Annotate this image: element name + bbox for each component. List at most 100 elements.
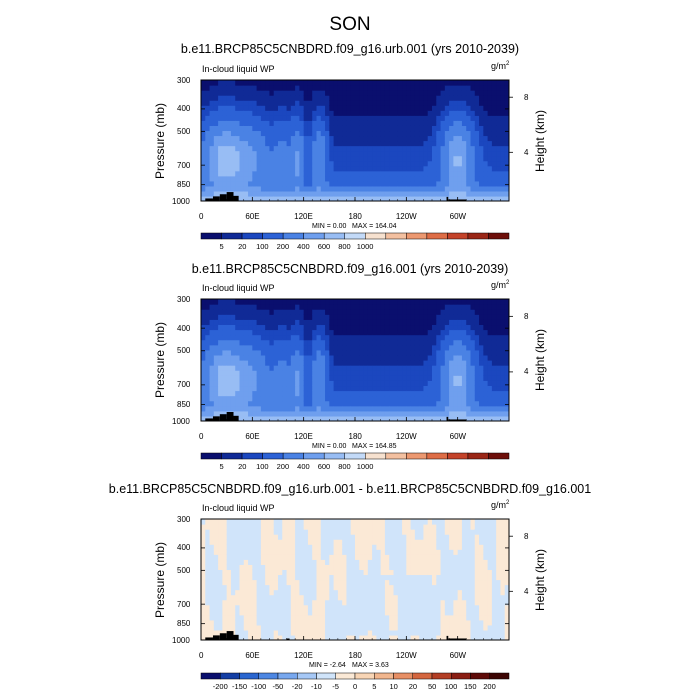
- field-cell: [226, 299, 232, 305]
- field-cell: [419, 385, 425, 392]
- field-cell: [205, 85, 211, 91]
- field-cell: [290, 95, 296, 101]
- field-cell: [359, 410, 365, 417]
- field-cell: [260, 400, 266, 407]
- field-cell: [218, 619, 223, 626]
- field-cell: [380, 185, 386, 192]
- field-cell: [265, 594, 271, 601]
- field-cell: [325, 105, 330, 111]
- field-cell: [269, 634, 275, 640]
- field-cell: [453, 365, 459, 371]
- field-cell: [329, 354, 335, 361]
- field-cell: [419, 559, 425, 565]
- field-cell: [320, 85, 326, 91]
- field-cell: [342, 609, 348, 616]
- field-cell: [239, 160, 245, 167]
- field-cell: [307, 185, 313, 192]
- field-cell: [423, 574, 429, 581]
- field-cell: [303, 594, 309, 601]
- field-cell: [265, 524, 271, 530]
- field-cell: [201, 604, 206, 611]
- field-cell: [248, 165, 253, 172]
- field-cell: [376, 160, 382, 167]
- field-cell: [205, 539, 211, 545]
- field-cell: [260, 180, 266, 187]
- field-cell: [367, 370, 373, 376]
- field-cell: [432, 400, 437, 407]
- field-cell: [474, 100, 480, 106]
- field-cell: [248, 90, 253, 96]
- field-cell: [500, 365, 506, 371]
- field-cell: [402, 614, 407, 621]
- field-cell: [290, 110, 296, 116]
- field-cell: [239, 130, 245, 137]
- field-cell: [299, 405, 305, 412]
- field-cell: [243, 334, 249, 341]
- field-cell: [230, 549, 236, 555]
- field-cell: [406, 609, 412, 616]
- field-cell: [367, 604, 373, 611]
- field-cell: [325, 125, 330, 132]
- field-cell: [235, 395, 241, 402]
- field-cell: [461, 85, 467, 91]
- field-cell: [487, 304, 493, 310]
- field-cell: [402, 569, 407, 576]
- field-cell: [282, 115, 288, 121]
- field-cell: [209, 584, 215, 591]
- field-cell: [427, 574, 433, 581]
- field-cell: [389, 90, 395, 96]
- field-cell: [406, 339, 412, 346]
- field-cell: [359, 599, 365, 606]
- field-cell: [346, 604, 352, 611]
- field-cell: [436, 624, 442, 631]
- field-cell: [504, 90, 509, 96]
- field-cell: [243, 385, 249, 392]
- field-cell: [252, 170, 258, 177]
- field-cell: [325, 344, 330, 351]
- field-cell: [367, 110, 373, 116]
- field-cell: [213, 609, 219, 616]
- field-cell: [278, 314, 283, 320]
- field-cell: [350, 619, 356, 626]
- colorbar-box: [447, 452, 469, 460]
- field-cell: [307, 319, 313, 326]
- field-cell: [393, 559, 399, 565]
- field-cell: [209, 344, 215, 351]
- field-cell: [355, 130, 360, 137]
- field-cell: [312, 90, 318, 96]
- field-cell: [346, 304, 352, 310]
- field-cell: [419, 624, 425, 631]
- field-cell: [256, 405, 262, 412]
- field-cell: [479, 304, 484, 310]
- field-cell: [230, 354, 236, 361]
- field-cell: [243, 180, 249, 187]
- field-cell: [256, 395, 262, 402]
- field-cell: [496, 195, 502, 201]
- field-cell: [474, 354, 480, 361]
- field-cell: [260, 619, 266, 626]
- field-cell: [419, 155, 425, 162]
- field-cell: [479, 175, 484, 182]
- field-cell: [346, 629, 352, 636]
- field-cell: [423, 519, 429, 525]
- field-cell: [299, 579, 305, 586]
- field-cell: [389, 100, 395, 106]
- field-cell: [363, 604, 369, 611]
- field-cell: [273, 180, 279, 187]
- field-cell: [286, 319, 292, 326]
- field-cell: [295, 314, 300, 320]
- field-cell: [312, 155, 318, 162]
- field-cell: [449, 395, 454, 402]
- field-cell: [325, 324, 330, 331]
- field-cell: [329, 619, 335, 626]
- field-cell: [243, 619, 249, 626]
- field-cell: [496, 100, 502, 106]
- field-cell: [329, 405, 335, 412]
- field-cell: [226, 160, 232, 167]
- field-cell: [359, 559, 365, 565]
- field-cell: [209, 564, 215, 571]
- field-cell: [470, 370, 476, 376]
- field-cell: [269, 559, 275, 565]
- field-cell: [248, 619, 253, 626]
- field-cell: [325, 360, 330, 366]
